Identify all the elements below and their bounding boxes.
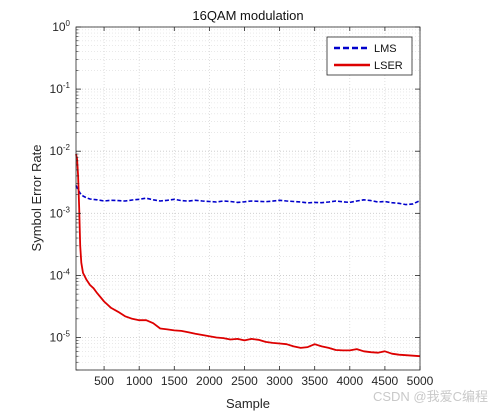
y-tick-base: 10 xyxy=(50,82,64,96)
y-tick-base: 10 xyxy=(50,268,64,282)
legend-box xyxy=(326,36,413,76)
y-tick-base: 10 xyxy=(50,331,64,345)
y-tick-exponent: 0 xyxy=(66,19,71,28)
y-tick-label: 10-4 xyxy=(50,267,71,282)
y-tick-base: 10 xyxy=(50,206,64,220)
plot-background xyxy=(76,27,420,370)
y-tick-exponent: -1 xyxy=(63,81,71,90)
x-tick-label: 2000 xyxy=(196,374,223,388)
y-tick-exponent: -2 xyxy=(63,143,71,152)
x-tick-label: 2500 xyxy=(231,374,258,388)
y-tick-label: 10-1 xyxy=(50,81,71,96)
legend: LMS LSER xyxy=(326,36,413,76)
series-line-lser xyxy=(75,153,421,358)
x-axis-label: Sample xyxy=(226,396,270,411)
legend-label-lser: LSER xyxy=(374,60,403,72)
y-tick-label: 10-5 xyxy=(50,330,71,345)
watermark-text: CSDN @我爱C编程 xyxy=(372,389,488,404)
y-tick-exponent: -5 xyxy=(63,330,71,339)
series-layer xyxy=(75,153,421,358)
series-line-lms xyxy=(75,185,421,206)
x-tick-label: 4000 xyxy=(336,374,363,388)
x-tick-label: 4500 xyxy=(372,374,399,388)
y-axis-label: Symbol Error Rate xyxy=(29,145,44,252)
x-tick-label: 3500 xyxy=(301,374,328,388)
legend-label-lms: LMS xyxy=(374,43,397,55)
x-tick-label: 1500 xyxy=(161,374,188,388)
x-tick-label: 3000 xyxy=(266,374,293,388)
ticks xyxy=(76,26,421,371)
y-tick-label: 10-3 xyxy=(50,205,71,220)
y-tick-base: 10 xyxy=(50,144,64,158)
chart-title: 16QAM modulation xyxy=(192,8,303,23)
x-tick-labels: 500 1000 1500 2000 2500 3000 3500 4000 4500 5000 xyxy=(94,374,434,388)
y-tick-exponent: -4 xyxy=(63,267,71,276)
y-tick-label: 10-2 xyxy=(50,143,71,158)
x-tick-label: 5000 xyxy=(407,374,434,388)
plot-frame xyxy=(75,26,421,371)
x-tick-label: 1000 xyxy=(126,374,153,388)
y-tick-label: 100 xyxy=(52,19,70,34)
y-tick-exponent: -3 xyxy=(63,205,71,214)
y-tick-base: 10 xyxy=(52,20,66,34)
x-tick-label: 500 xyxy=(94,374,114,388)
